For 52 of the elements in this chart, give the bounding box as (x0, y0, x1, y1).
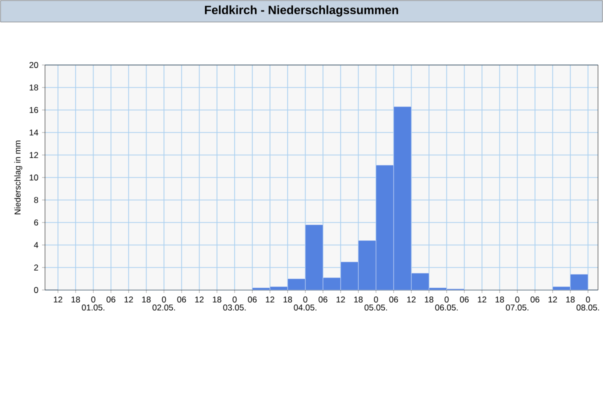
x-tick-label: 12 (54, 296, 62, 302)
x-tick-label: 18 (566, 296, 575, 303)
x-tick-label: 06 (248, 296, 257, 303)
x-tick-label: 06 (106, 296, 116, 303)
x-tick-label: 06 (389, 296, 398, 303)
x-tick-label: 06 (318, 296, 328, 303)
x-tick-label: 18 (72, 296, 80, 303)
x-tick-label: 12 (195, 296, 204, 302)
y-tick-label: 0 (34, 287, 38, 293)
x-tick-label: 0 (162, 296, 166, 303)
y-tick-label: 8 (34, 197, 38, 203)
x-tick-label: 0 (444, 296, 449, 303)
y-tick-label: 18 (30, 84, 38, 90)
x-tick-label: 18 (354, 296, 363, 303)
x-tick-label: 06 (177, 296, 186, 303)
x-tick-label: 06 (460, 296, 469, 303)
x-tick-label: 12 (266, 296, 274, 302)
x-tick-label: 12 (478, 296, 486, 302)
x-tick-label: 18 (284, 296, 292, 303)
x-tick-label: 12 (336, 296, 345, 302)
y-tick-label: 20 (29, 62, 38, 68)
y-tick-label: 2 (34, 264, 38, 270)
x-tick-label: 18 (496, 296, 504, 303)
x-tick-label: 0 (232, 296, 237, 303)
x2-tick-label: 06.05. (435, 304, 458, 311)
x2-tick-label: 07.05. (506, 304, 528, 311)
x2-tick-label: 05.05. (364, 304, 387, 311)
x-tick-label: 12 (124, 296, 133, 302)
x-tick-label: 0 (374, 296, 378, 303)
x-tick-label: 18 (424, 296, 434, 303)
x2-tick-label: 02.05. (152, 304, 175, 311)
y-tick-label: 14 (30, 130, 38, 136)
y-axis-title: Niederschlag in mm (14, 140, 22, 214)
x2-tick-label: 01.05. (82, 304, 104, 311)
x-tick-label: 12 (548, 296, 557, 302)
x-tick-label: 18 (142, 296, 151, 303)
x2-tick-label: 08.05. (576, 304, 599, 311)
chart-title: Feldkirch - Niederschlagssummen (204, 5, 398, 17)
y-tick-label: 6 (34, 220, 38, 226)
y-tick-label: 10 (30, 174, 38, 180)
x-tick-label: 0 (91, 296, 96, 303)
x-tick-label: 06 (530, 296, 540, 303)
x-tick-label: 0 (303, 296, 308, 303)
x-tick-label: 0 (586, 296, 590, 303)
y-tick-label: 4 (34, 242, 38, 248)
y-tick-label: 16 (30, 107, 38, 113)
x2-tick-label: 04.05. (294, 304, 316, 311)
x-tick-label: 12 (407, 296, 416, 302)
x-tick-label: 0 (515, 296, 520, 303)
x-tick-label: 18 (212, 296, 222, 303)
x2-tick-label: 03.05. (223, 304, 246, 311)
y-tick-label: 12 (30, 152, 38, 158)
